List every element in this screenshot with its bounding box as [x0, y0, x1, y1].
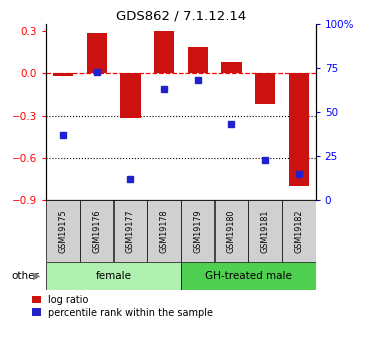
Text: GSM19176: GSM19176: [92, 209, 101, 253]
Text: GSM19179: GSM19179: [193, 209, 202, 253]
Bar: [221, 62, 242, 73]
Text: GSM19181: GSM19181: [261, 209, 270, 253]
Bar: [181, 200, 214, 262]
Bar: [289, 73, 309, 186]
Bar: [215, 200, 248, 262]
Bar: [248, 200, 282, 262]
Legend: log ratio, percentile rank within the sample: log ratio, percentile rank within the sa…: [32, 295, 213, 318]
Bar: [46, 262, 181, 290]
Text: GSM19177: GSM19177: [126, 209, 135, 253]
Text: GSM19175: GSM19175: [59, 209, 67, 253]
Text: GH-treated male: GH-treated male: [205, 271, 292, 281]
Bar: [181, 262, 316, 290]
Text: female: female: [95, 271, 132, 281]
Bar: [188, 47, 208, 73]
Bar: [255, 73, 275, 105]
Text: GSM19180: GSM19180: [227, 209, 236, 253]
Bar: [282, 200, 316, 262]
Text: ▶: ▶: [33, 271, 40, 281]
Bar: [46, 200, 80, 262]
Text: GSM19178: GSM19178: [160, 209, 169, 253]
Bar: [154, 31, 174, 73]
Text: other: other: [12, 271, 39, 281]
Bar: [147, 200, 181, 262]
Title: GDS862 / 7.1.12.14: GDS862 / 7.1.12.14: [116, 10, 246, 23]
Bar: [87, 32, 107, 73]
Bar: [114, 200, 147, 262]
Bar: [80, 200, 114, 262]
Bar: [120, 73, 141, 118]
Text: GSM19182: GSM19182: [295, 209, 303, 253]
Bar: [53, 73, 73, 76]
